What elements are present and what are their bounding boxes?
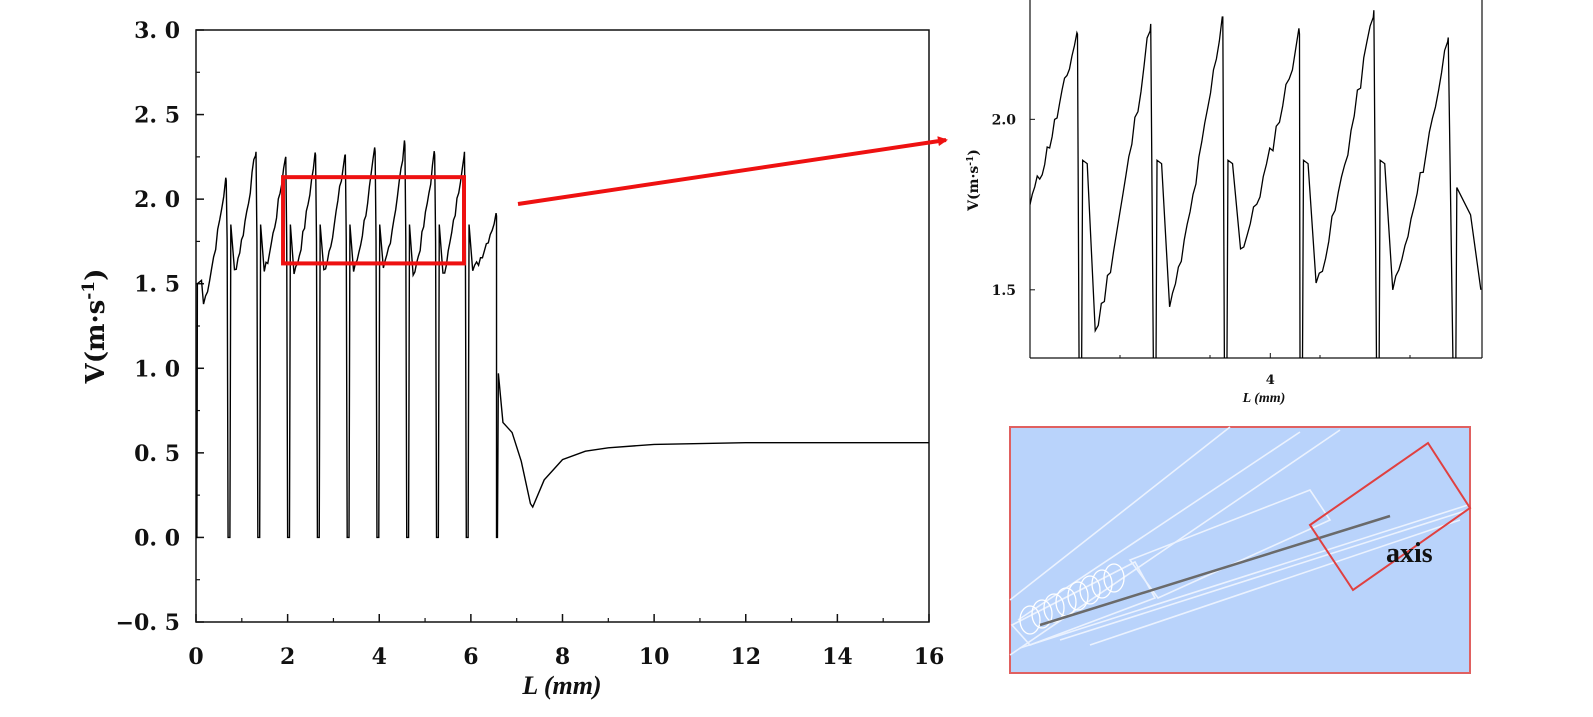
axis-label: axis <box>1386 538 1433 569</box>
main-y-tick-label: 2. 0 <box>134 187 180 213</box>
main-plot-frame <box>195 29 930 623</box>
main-chart: −0. 5 0. 0 0. 5 1. 0 1. 5 2. 0 2. 5 3. 0 0 2 4 6 8 1… <box>79 18 944 700</box>
main-x-axis-label: L (mm) <box>521 671 601 700</box>
main-y-tick-label: 0. 5 <box>134 441 180 467</box>
axis-line <box>1039 514 1391 627</box>
main-y-tick-label: 2. 5 <box>134 103 180 129</box>
zoom-series-line <box>1030 10 1482 358</box>
zoom-y-tick-label: 2.0 <box>992 112 1017 128</box>
main-y-tick-label: −0. 5 <box>116 610 180 636</box>
zoom-y-tick-label: 1.5 <box>992 283 1016 299</box>
zoom-y-axis-label: V(m·s-1) <box>966 149 982 212</box>
main-x-tick-label: 10 <box>639 644 670 670</box>
main-y-tick-label: 1. 5 <box>134 272 180 298</box>
main-x-tick-label: 2 <box>280 644 295 670</box>
main-y-ticks: −0. 5 0. 0 0. 5 1. 0 1. 5 2. 0 2. 5 3. 0 <box>116 18 204 636</box>
main-y-tick-label: 3. 0 <box>134 18 180 44</box>
main-x-tick-label: 14 <box>822 644 853 670</box>
main-x-tick-label: 16 <box>914 644 945 670</box>
main-x-tick-label: 12 <box>730 644 761 670</box>
zoom-ticks: 1.5 2.0 4 <box>992 112 1411 388</box>
main-y-tick-label: 1. 0 <box>134 356 180 382</box>
zoom-x-axis-label: L (mm) <box>1242 391 1286 406</box>
main-y-tick-label: 0. 0 <box>134 525 180 551</box>
main-series-line <box>196 140 929 539</box>
main-x-tick-label: 4 <box>372 644 387 670</box>
main-x-tick-label: 0 <box>188 644 203 670</box>
inset-render: axis <box>1009 426 1472 674</box>
zoom-highlight-box <box>281 175 467 266</box>
callout-arrow <box>517 136 948 206</box>
main-x-tick-label: 6 <box>463 644 478 670</box>
zoom-x-tick-label: 4 <box>1266 373 1275 388</box>
main-y-axis-label: V(m·s-1) <box>79 269 111 385</box>
zoom-chart: 1.5 2.0 4 L (mm) V(m·s-1) <box>966 0 1483 406</box>
axis-highlight-box <box>1308 441 1472 592</box>
main-x-ticks: 0 2 4 6 8 10 12 14 16 <box>188 614 944 670</box>
coil-geometry <box>1019 563 1125 635</box>
main-x-tick-label: 8 <box>555 644 570 670</box>
